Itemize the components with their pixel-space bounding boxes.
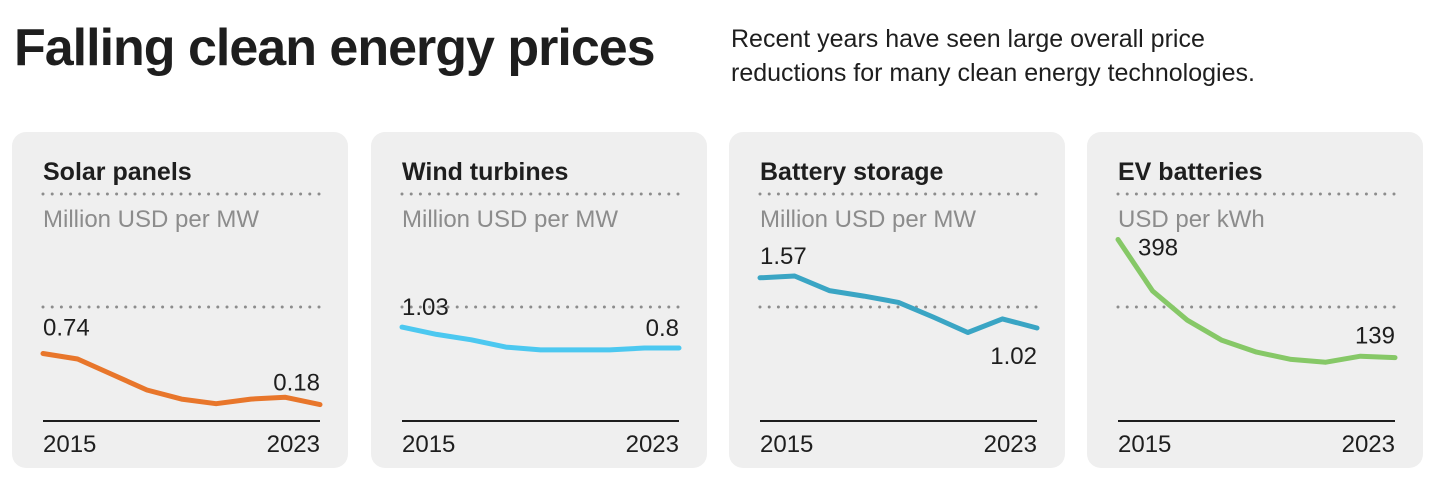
x-tick-start: 2015	[1118, 431, 1171, 458]
unit-label: USD per kWh	[1118, 206, 1265, 233]
chart-title: Solar panels	[43, 158, 192, 186]
chart-panel-solar-panels: Solar panels Million USD per MW 0.74 0.18 20…	[12, 132, 348, 468]
chart-panel-wind-turbines: Wind turbines Million USD per MW 1.03 0.8 20…	[371, 132, 707, 468]
end-value-label: 0.8	[646, 315, 679, 342]
end-value-label: 0.18	[273, 370, 320, 397]
x-tick-start: 2015	[402, 431, 455, 458]
subtitle-line-2: reductions for many clean energy technol…	[731, 59, 1255, 87]
x-tick-end: 2023	[626, 431, 679, 458]
unit-label: Million USD per MW	[402, 206, 618, 233]
chart-panel-ev-batteries: EV batteries USD per kWh 398 139 2015 2023	[1087, 132, 1423, 468]
subtitle-line-1: Recent years have seen large overall pri…	[731, 25, 1205, 53]
chart-panel-battery-storage: Battery storage Million USD per MW 1.57 1.0…	[729, 132, 1065, 468]
series-line	[399, 324, 682, 353]
x-tick-end: 2023	[267, 431, 320, 458]
unit-label: Million USD per MW	[760, 206, 976, 233]
page-title: Falling clean energy prices	[14, 19, 656, 77]
start-value-label: 1.57	[760, 243, 807, 270]
chart-svg: Solar panels Million USD per MW 0.74 0.18 20…	[40, 158, 323, 458]
chart-title: Battery storage	[760, 158, 943, 186]
start-value-label: 1.03	[402, 294, 449, 321]
chart-svg: Wind turbines Million USD per MW 1.03 0.8 20…	[399, 158, 682, 458]
x-tick-end: 2023	[984, 431, 1037, 458]
end-value-label: 139	[1355, 323, 1395, 350]
x-tick-start: 2015	[43, 431, 96, 458]
start-value-label: 398	[1138, 235, 1178, 262]
unit-label: Million USD per MW	[43, 206, 259, 233]
chart-title: EV batteries	[1118, 158, 1263, 186]
x-tick-start: 2015	[760, 431, 813, 458]
end-value-label: 1.02	[990, 343, 1037, 370]
x-tick-end: 2023	[1342, 431, 1395, 458]
page-subtitle: Recent years have seen large overall pri…	[731, 22, 1431, 90]
series-line	[757, 273, 1040, 335]
chart-title: Wind turbines	[402, 158, 568, 186]
start-value-label: 0.74	[43, 315, 90, 342]
chart-svg: Battery storage Million USD per MW 1.57 1.0…	[757, 158, 1040, 458]
